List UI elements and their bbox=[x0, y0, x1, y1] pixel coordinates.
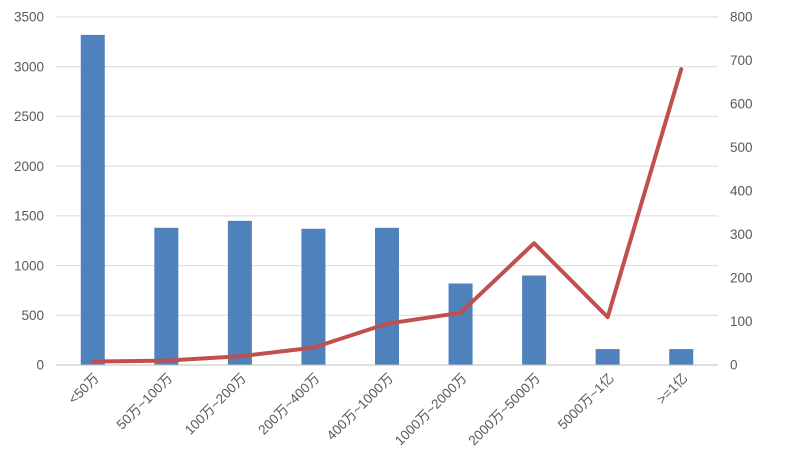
right-axis-tick-label: 500 bbox=[730, 140, 753, 155]
right-axis-tick-label: 400 bbox=[730, 184, 753, 199]
left-axis-tick-label: 2000 bbox=[14, 159, 44, 174]
right-axis-tick-label: 300 bbox=[730, 227, 753, 242]
right-axis-tick-label: 100 bbox=[730, 314, 753, 329]
x-axis-category-label: <50万 bbox=[66, 371, 102, 407]
left-axis-tick-label: 3000 bbox=[14, 59, 44, 74]
left-axis-tick-label: 2500 bbox=[14, 109, 44, 124]
bar bbox=[669, 349, 694, 365]
right-axis-tick-label: 700 bbox=[730, 53, 753, 68]
bar bbox=[375, 227, 399, 365]
right-axis-tick-label: 0 bbox=[730, 358, 738, 373]
left-axis-tick-label: 3500 bbox=[14, 10, 44, 25]
x-axis-category-label: 1000万~2000万 bbox=[392, 371, 470, 449]
x-axis-category-label: 400万~1000万 bbox=[324, 371, 396, 443]
bar bbox=[448, 283, 473, 365]
bar bbox=[595, 349, 620, 365]
bar bbox=[301, 228, 326, 365]
bar bbox=[522, 275, 547, 365]
x-axis-category-label: 100万~200万 bbox=[182, 371, 249, 438]
bar bbox=[80, 34, 105, 365]
x-axis-category-label: 5000万~1亿 bbox=[555, 371, 617, 433]
x-axis-category-label: 200万~400万 bbox=[255, 371, 322, 438]
left-axis-tick-label: 0 bbox=[36, 358, 44, 373]
bar bbox=[154, 227, 179, 365]
x-axis-category-label: >=1亿 bbox=[654, 371, 691, 408]
left-axis-tick-label: 1000 bbox=[14, 258, 44, 273]
left-axis-tick-label: 1500 bbox=[14, 209, 44, 224]
right-axis-tick-label: 600 bbox=[730, 97, 753, 112]
left-axis-tick-label: 500 bbox=[21, 308, 44, 323]
x-axis-category-label: 50万~100万 bbox=[114, 371, 176, 433]
right-axis-tick-label: 800 bbox=[730, 10, 753, 25]
right-axis-tick-label: 200 bbox=[730, 271, 753, 286]
bar bbox=[227, 220, 252, 365]
x-axis-category-label: 2000万~5000万 bbox=[465, 371, 543, 449]
trend-line bbox=[90, 67, 684, 364]
